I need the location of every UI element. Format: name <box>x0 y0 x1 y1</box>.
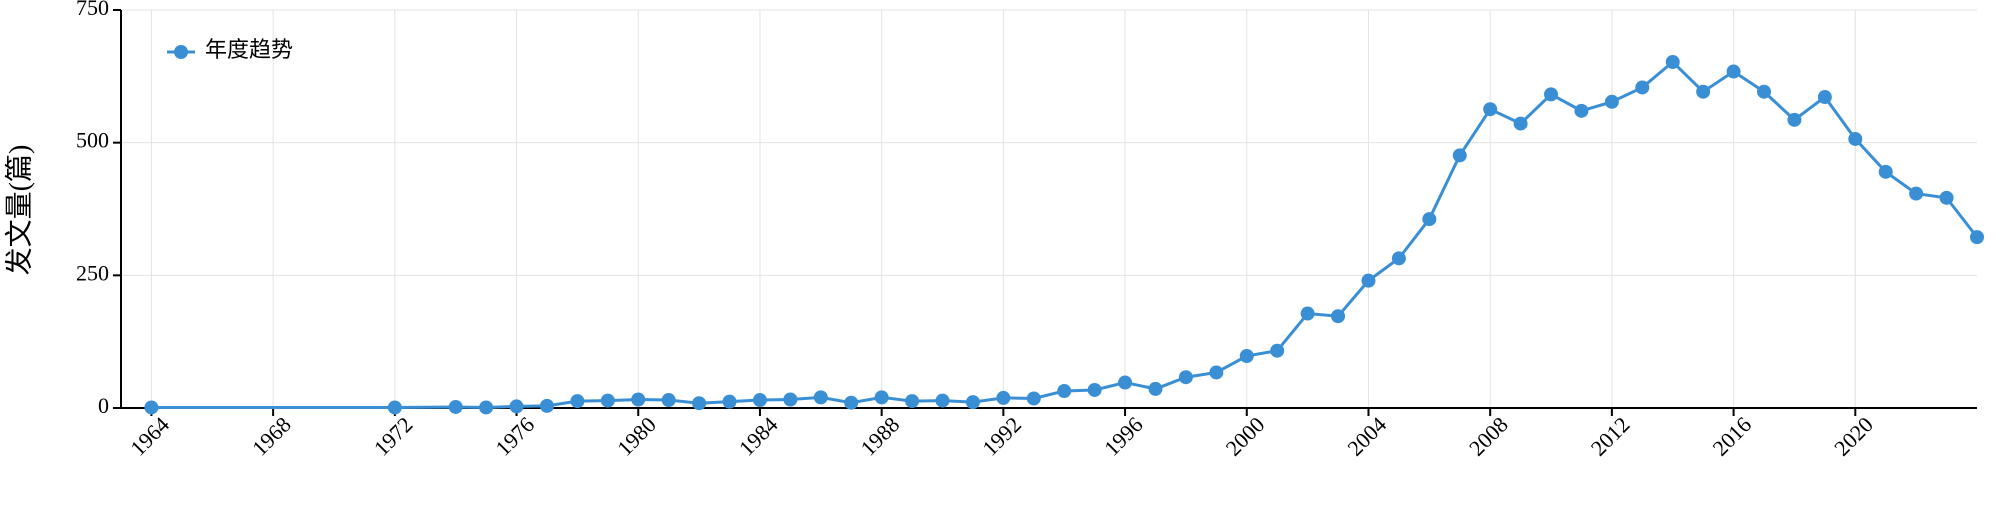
point <box>1574 103 1589 118</box>
point <box>692 396 707 411</box>
point <box>1787 112 1802 127</box>
y-tick-label: 0 <box>98 393 109 418</box>
point <box>144 400 159 415</box>
y-tick-label: 750 <box>76 0 109 20</box>
point <box>722 394 737 409</box>
x-tick-label: 1980 <box>612 412 661 461</box>
point <box>1300 306 1315 321</box>
point <box>479 400 494 415</box>
point <box>1909 186 1924 201</box>
x-tick-label: 1964 <box>125 412 174 461</box>
point <box>1696 84 1711 99</box>
point <box>1878 164 1893 179</box>
point <box>600 393 615 408</box>
point <box>1544 87 1559 102</box>
point <box>1391 251 1406 266</box>
point <box>1270 343 1285 358</box>
legend-label: 年度趋势 <box>205 37 293 62</box>
y-axis-label: 发文量(篇) <box>3 145 35 276</box>
point <box>1148 381 1163 396</box>
x-tick-label: 1992 <box>977 412 1026 461</box>
point <box>844 395 859 410</box>
x-tick-label: 2012 <box>1586 412 1635 461</box>
y-tick-label: 500 <box>76 128 109 153</box>
point <box>1026 391 1041 406</box>
point <box>752 393 767 408</box>
x-tick-label: 2004 <box>1342 412 1391 461</box>
point <box>1057 384 1072 399</box>
point <box>631 392 646 407</box>
point <box>1422 212 1437 227</box>
point <box>1726 64 1741 79</box>
x-tick-label: 1988 <box>856 412 905 461</box>
x-tick-label: 2016 <box>1707 412 1756 461</box>
point <box>1118 375 1133 390</box>
point <box>1452 148 1467 163</box>
point <box>387 400 402 415</box>
y-tick-label: 250 <box>76 260 109 285</box>
point <box>965 395 980 410</box>
x-tick-label: 1968 <box>247 412 296 461</box>
point <box>539 398 554 413</box>
point <box>996 390 1011 405</box>
line <box>151 59 1979 409</box>
point <box>448 399 463 414</box>
x-tick-label: 1984 <box>734 412 783 461</box>
x-tick-label: 1972 <box>369 412 418 461</box>
x-tick-label: 2000 <box>1221 412 1270 461</box>
point <box>813 390 828 405</box>
point <box>1331 309 1346 324</box>
legend-marker <box>174 45 188 59</box>
point <box>905 394 920 409</box>
point <box>874 390 889 405</box>
x-tick-label: 2020 <box>1829 412 1878 461</box>
point <box>509 399 524 414</box>
point <box>1361 273 1376 288</box>
point <box>1483 102 1498 117</box>
point <box>783 392 798 407</box>
point <box>1817 90 1832 105</box>
point <box>1239 348 1254 363</box>
x-tick-label: 2008 <box>1464 412 1513 461</box>
point <box>1635 80 1650 95</box>
x-tick-label: 1976 <box>490 412 539 461</box>
point <box>935 393 950 408</box>
point <box>1848 131 1863 146</box>
point <box>1209 365 1224 380</box>
point <box>570 394 585 409</box>
point <box>1665 55 1680 70</box>
point <box>1178 370 1193 385</box>
point <box>1970 230 1984 245</box>
point <box>1087 382 1102 397</box>
point <box>1939 190 1954 205</box>
point <box>1604 94 1619 109</box>
x-tick-label: 1996 <box>1099 412 1148 461</box>
point <box>661 393 676 408</box>
point <box>1513 116 1528 131</box>
point <box>1757 84 1772 99</box>
